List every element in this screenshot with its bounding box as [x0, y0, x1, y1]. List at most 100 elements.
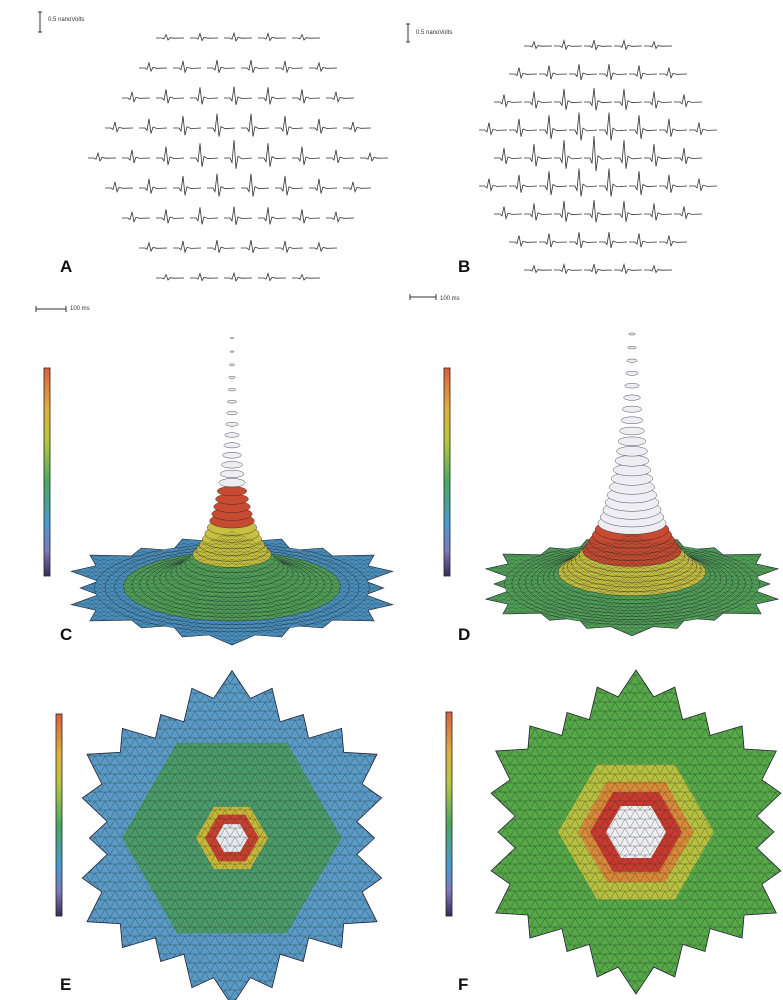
- trace: [122, 91, 151, 103]
- trace: [343, 121, 372, 133]
- surface-ring: [628, 332, 636, 336]
- trace: [539, 171, 568, 195]
- trace: [258, 32, 287, 42]
- color-bar: [43, 367, 51, 577]
- surface-ring: [221, 461, 243, 469]
- trace: [360, 151, 389, 162]
- trace: [292, 209, 321, 224]
- panel-label: B: [458, 257, 470, 276]
- trace: [554, 200, 583, 222]
- surface-ring: [623, 394, 641, 401]
- surface-ring: [229, 363, 235, 366]
- amplitude-scale: 0.5 nanoVolts: [48, 17, 84, 23]
- trace: [190, 272, 219, 282]
- trace: [494, 147, 523, 165]
- time-scale: 100 ms: [70, 306, 90, 312]
- trace: [292, 146, 321, 165]
- trace: [224, 206, 253, 225]
- trace: [156, 89, 185, 104]
- trace: [258, 272, 287, 282]
- trace: [659, 174, 688, 193]
- trace: [569, 112, 598, 141]
- trace: [539, 233, 568, 248]
- trace: [494, 94, 523, 109]
- trace: [584, 87, 613, 111]
- trace: [326, 91, 355, 103]
- color-bar: [55, 713, 63, 917]
- trace: [224, 31, 253, 42]
- surface-ring: [218, 478, 246, 488]
- trace: [539, 65, 568, 80]
- trace: [275, 60, 304, 74]
- trace: [275, 115, 304, 136]
- trace: [524, 40, 553, 50]
- trace: [524, 264, 553, 274]
- trace: [275, 175, 304, 196]
- trace: [224, 86, 253, 105]
- trace: [659, 118, 688, 137]
- trace: [139, 118, 168, 134]
- trace: [659, 235, 688, 248]
- trace: [207, 239, 236, 253]
- trace: [241, 113, 270, 137]
- time-scale: 100 ms: [440, 296, 460, 302]
- trace: [88, 151, 117, 162]
- trace: [190, 143, 219, 167]
- panel-label: D: [458, 625, 470, 644]
- trace: [614, 262, 643, 275]
- surface-ring: [224, 432, 240, 438]
- panel-label: A: [60, 257, 72, 276]
- trace: [614, 200, 643, 222]
- trace: [584, 263, 613, 275]
- trace: [122, 149, 151, 164]
- trace: [569, 168, 598, 197]
- surface-ring: [620, 416, 644, 424]
- trace: [309, 241, 338, 253]
- trace: [292, 273, 321, 281]
- trace: [584, 199, 613, 223]
- surface-ring: [614, 455, 650, 467]
- trace: [173, 60, 202, 74]
- trace: [173, 115, 202, 136]
- surface-ring: [616, 446, 648, 457]
- panel-label: F: [458, 975, 468, 994]
- trace: [105, 121, 134, 133]
- scale-bar: [409, 294, 437, 300]
- trace: [309, 61, 338, 73]
- surface-ring: [622, 405, 642, 413]
- surface-ring: [223, 442, 241, 449]
- trace: [629, 233, 658, 248]
- trace: [156, 146, 185, 165]
- trace: [629, 115, 658, 139]
- trace: [207, 173, 236, 197]
- trace: [190, 207, 219, 225]
- trace: [326, 211, 355, 223]
- trace: [674, 147, 703, 165]
- trace: [554, 262, 583, 275]
- trace: [644, 264, 673, 274]
- trace: [139, 61, 168, 73]
- trace: [224, 139, 253, 169]
- trace: [599, 232, 628, 249]
- trace: [258, 143, 287, 167]
- trace: [644, 203, 673, 221]
- trace: [509, 174, 538, 193]
- trace: [207, 59, 236, 73]
- surface-ring: [226, 411, 238, 416]
- trace: [241, 59, 270, 73]
- surface-ring: [228, 376, 236, 379]
- trace: [509, 235, 538, 248]
- trace: [539, 115, 568, 139]
- surface-ring: [227, 399, 237, 404]
- surface-ring: [220, 469, 244, 478]
- trace: [554, 88, 583, 110]
- trace: [258, 87, 287, 105]
- amplitude-scale: 0.5 nanoVolts: [416, 30, 452, 36]
- trace: [644, 91, 673, 109]
- trace: [479, 178, 508, 193]
- trace: [599, 64, 628, 81]
- scale-bar: [35, 306, 67, 312]
- surface-ring: [619, 426, 645, 436]
- trace: [629, 65, 658, 80]
